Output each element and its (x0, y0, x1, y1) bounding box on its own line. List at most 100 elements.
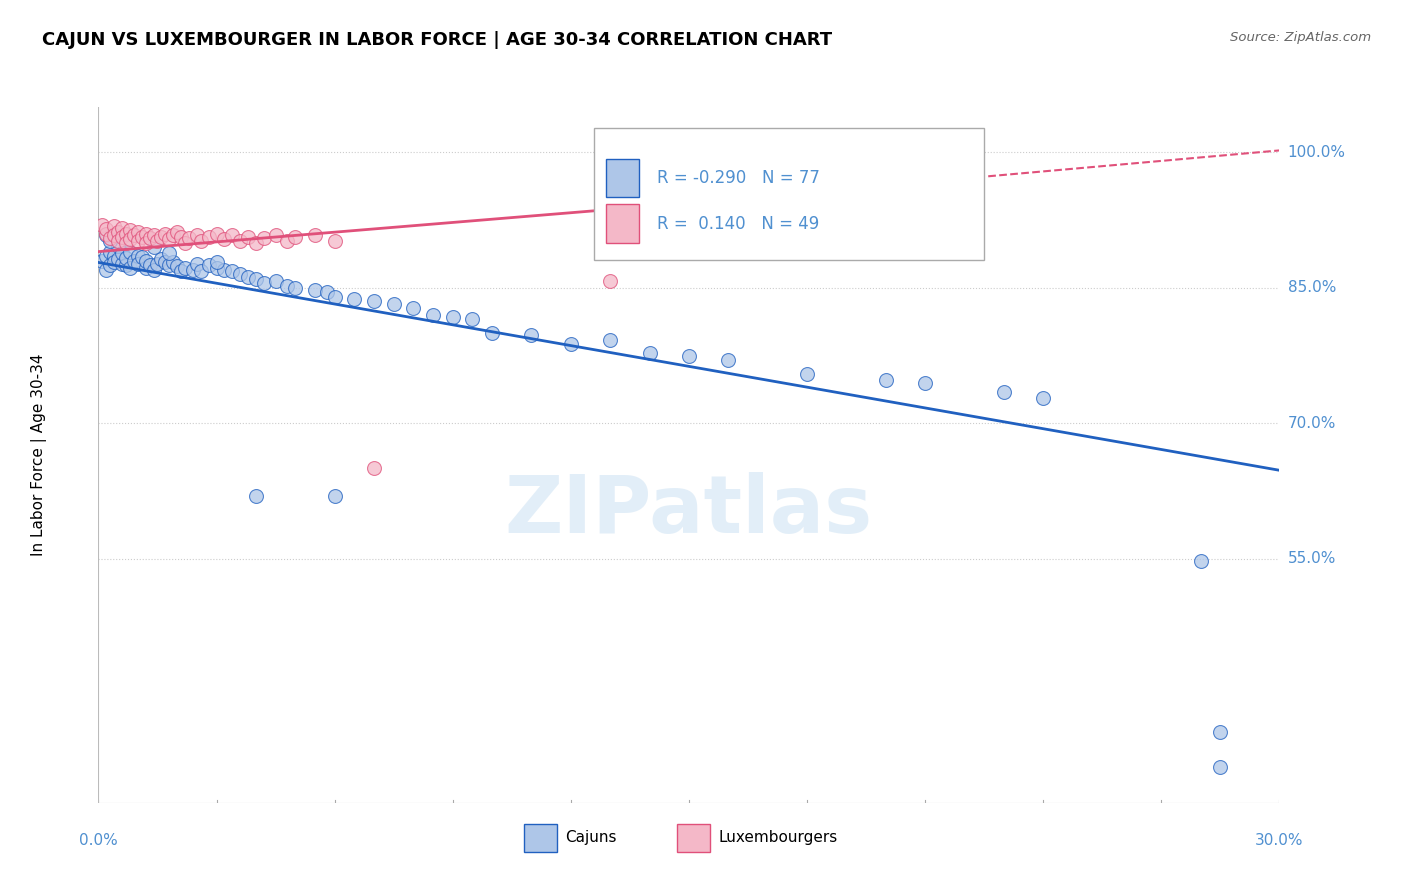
Bar (606, 204, 640, 243)
Point (197, 230, 219, 244)
Point (205, 260, 228, 275)
Point (135, 227, 157, 241)
Point (98, 231, 121, 245)
Point (157, 246, 180, 260)
Point (284, 230, 307, 244)
Point (197, 258, 219, 272)
Point (96, 228, 118, 243)
Point (91, 253, 114, 268)
Point (284, 281, 307, 295)
Text: 100.0%: 100.0% (1288, 145, 1346, 160)
Point (157, 258, 180, 272)
Point (142, 240, 165, 254)
Point (111, 246, 134, 260)
Point (599, 333, 621, 347)
Point (253, 231, 276, 245)
Point (111, 230, 134, 244)
Point (599, 273, 621, 287)
Point (264, 273, 287, 287)
Point (162, 228, 184, 243)
Point (1032, 391, 1054, 405)
Point (245, 271, 267, 285)
Text: Cajuns: Cajuns (565, 830, 616, 845)
Bar (678, 823, 710, 852)
Point (422, 308, 444, 322)
Point (214, 262, 236, 277)
Text: ZIPatlas: ZIPatlas (505, 472, 873, 549)
Point (103, 228, 125, 243)
Point (107, 239, 129, 253)
Point (127, 225, 149, 239)
Point (118, 260, 141, 275)
Point (315, 285, 337, 300)
Point (186, 257, 208, 271)
Point (560, 336, 582, 351)
Text: R = -0.290   N = 77: R = -0.290 N = 77 (657, 169, 820, 187)
Text: Luxembourgers: Luxembourgers (718, 830, 838, 845)
Point (186, 228, 208, 243)
Point (118, 232, 141, 246)
Point (245, 235, 267, 250)
Point (115, 251, 138, 265)
Point (103, 249, 125, 263)
Bar (523, 823, 557, 852)
Text: 55.0%: 55.0% (1288, 551, 1336, 566)
Point (107, 225, 129, 239)
Point (122, 228, 145, 243)
Point (304, 228, 326, 243)
Point (150, 230, 173, 244)
Point (138, 231, 160, 245)
Point (796, 367, 818, 381)
Text: In Labor Force | Age 30-34: In Labor Force | Age 30-34 (31, 353, 48, 557)
Point (122, 253, 145, 268)
Point (96, 222, 118, 236)
Point (170, 230, 193, 244)
Point (190, 264, 212, 278)
Point (111, 257, 134, 271)
Text: Source: ZipAtlas.com: Source: ZipAtlas.com (1230, 31, 1371, 45)
Point (96, 227, 118, 241)
Point (146, 257, 169, 271)
Point (118, 244, 141, 259)
Point (107, 252, 129, 266)
Point (343, 292, 366, 306)
Point (142, 262, 165, 277)
Point (205, 255, 228, 269)
Point (481, 326, 503, 340)
Bar (606, 159, 640, 197)
Point (96, 249, 118, 263)
Point (138, 258, 160, 272)
Text: R =  0.140   N = 49: R = 0.140 N = 49 (657, 215, 820, 233)
Point (131, 250, 153, 264)
Point (717, 353, 740, 368)
Point (461, 312, 484, 326)
Point (103, 255, 125, 269)
Point (135, 253, 157, 268)
Point (190, 234, 212, 248)
Point (155, 227, 177, 241)
Point (914, 376, 936, 390)
Point (181, 262, 204, 277)
FancyBboxPatch shape (595, 128, 984, 260)
Point (1209, 759, 1232, 773)
Point (276, 279, 298, 293)
Point (115, 258, 138, 272)
Point (304, 283, 326, 297)
Point (323, 234, 346, 248)
Point (166, 225, 188, 239)
Point (638, 346, 661, 360)
Point (229, 234, 252, 248)
Point (441, 310, 464, 324)
Point (98, 258, 121, 272)
Point (91, 218, 114, 232)
Point (146, 234, 169, 248)
Point (115, 235, 138, 250)
Point (993, 384, 1015, 399)
Text: 30.0%: 30.0% (1256, 833, 1303, 848)
Point (142, 228, 165, 243)
Point (98, 234, 121, 248)
Point (127, 234, 149, 248)
Text: 70.0%: 70.0% (1288, 416, 1336, 431)
Point (166, 259, 188, 273)
Point (127, 257, 149, 271)
